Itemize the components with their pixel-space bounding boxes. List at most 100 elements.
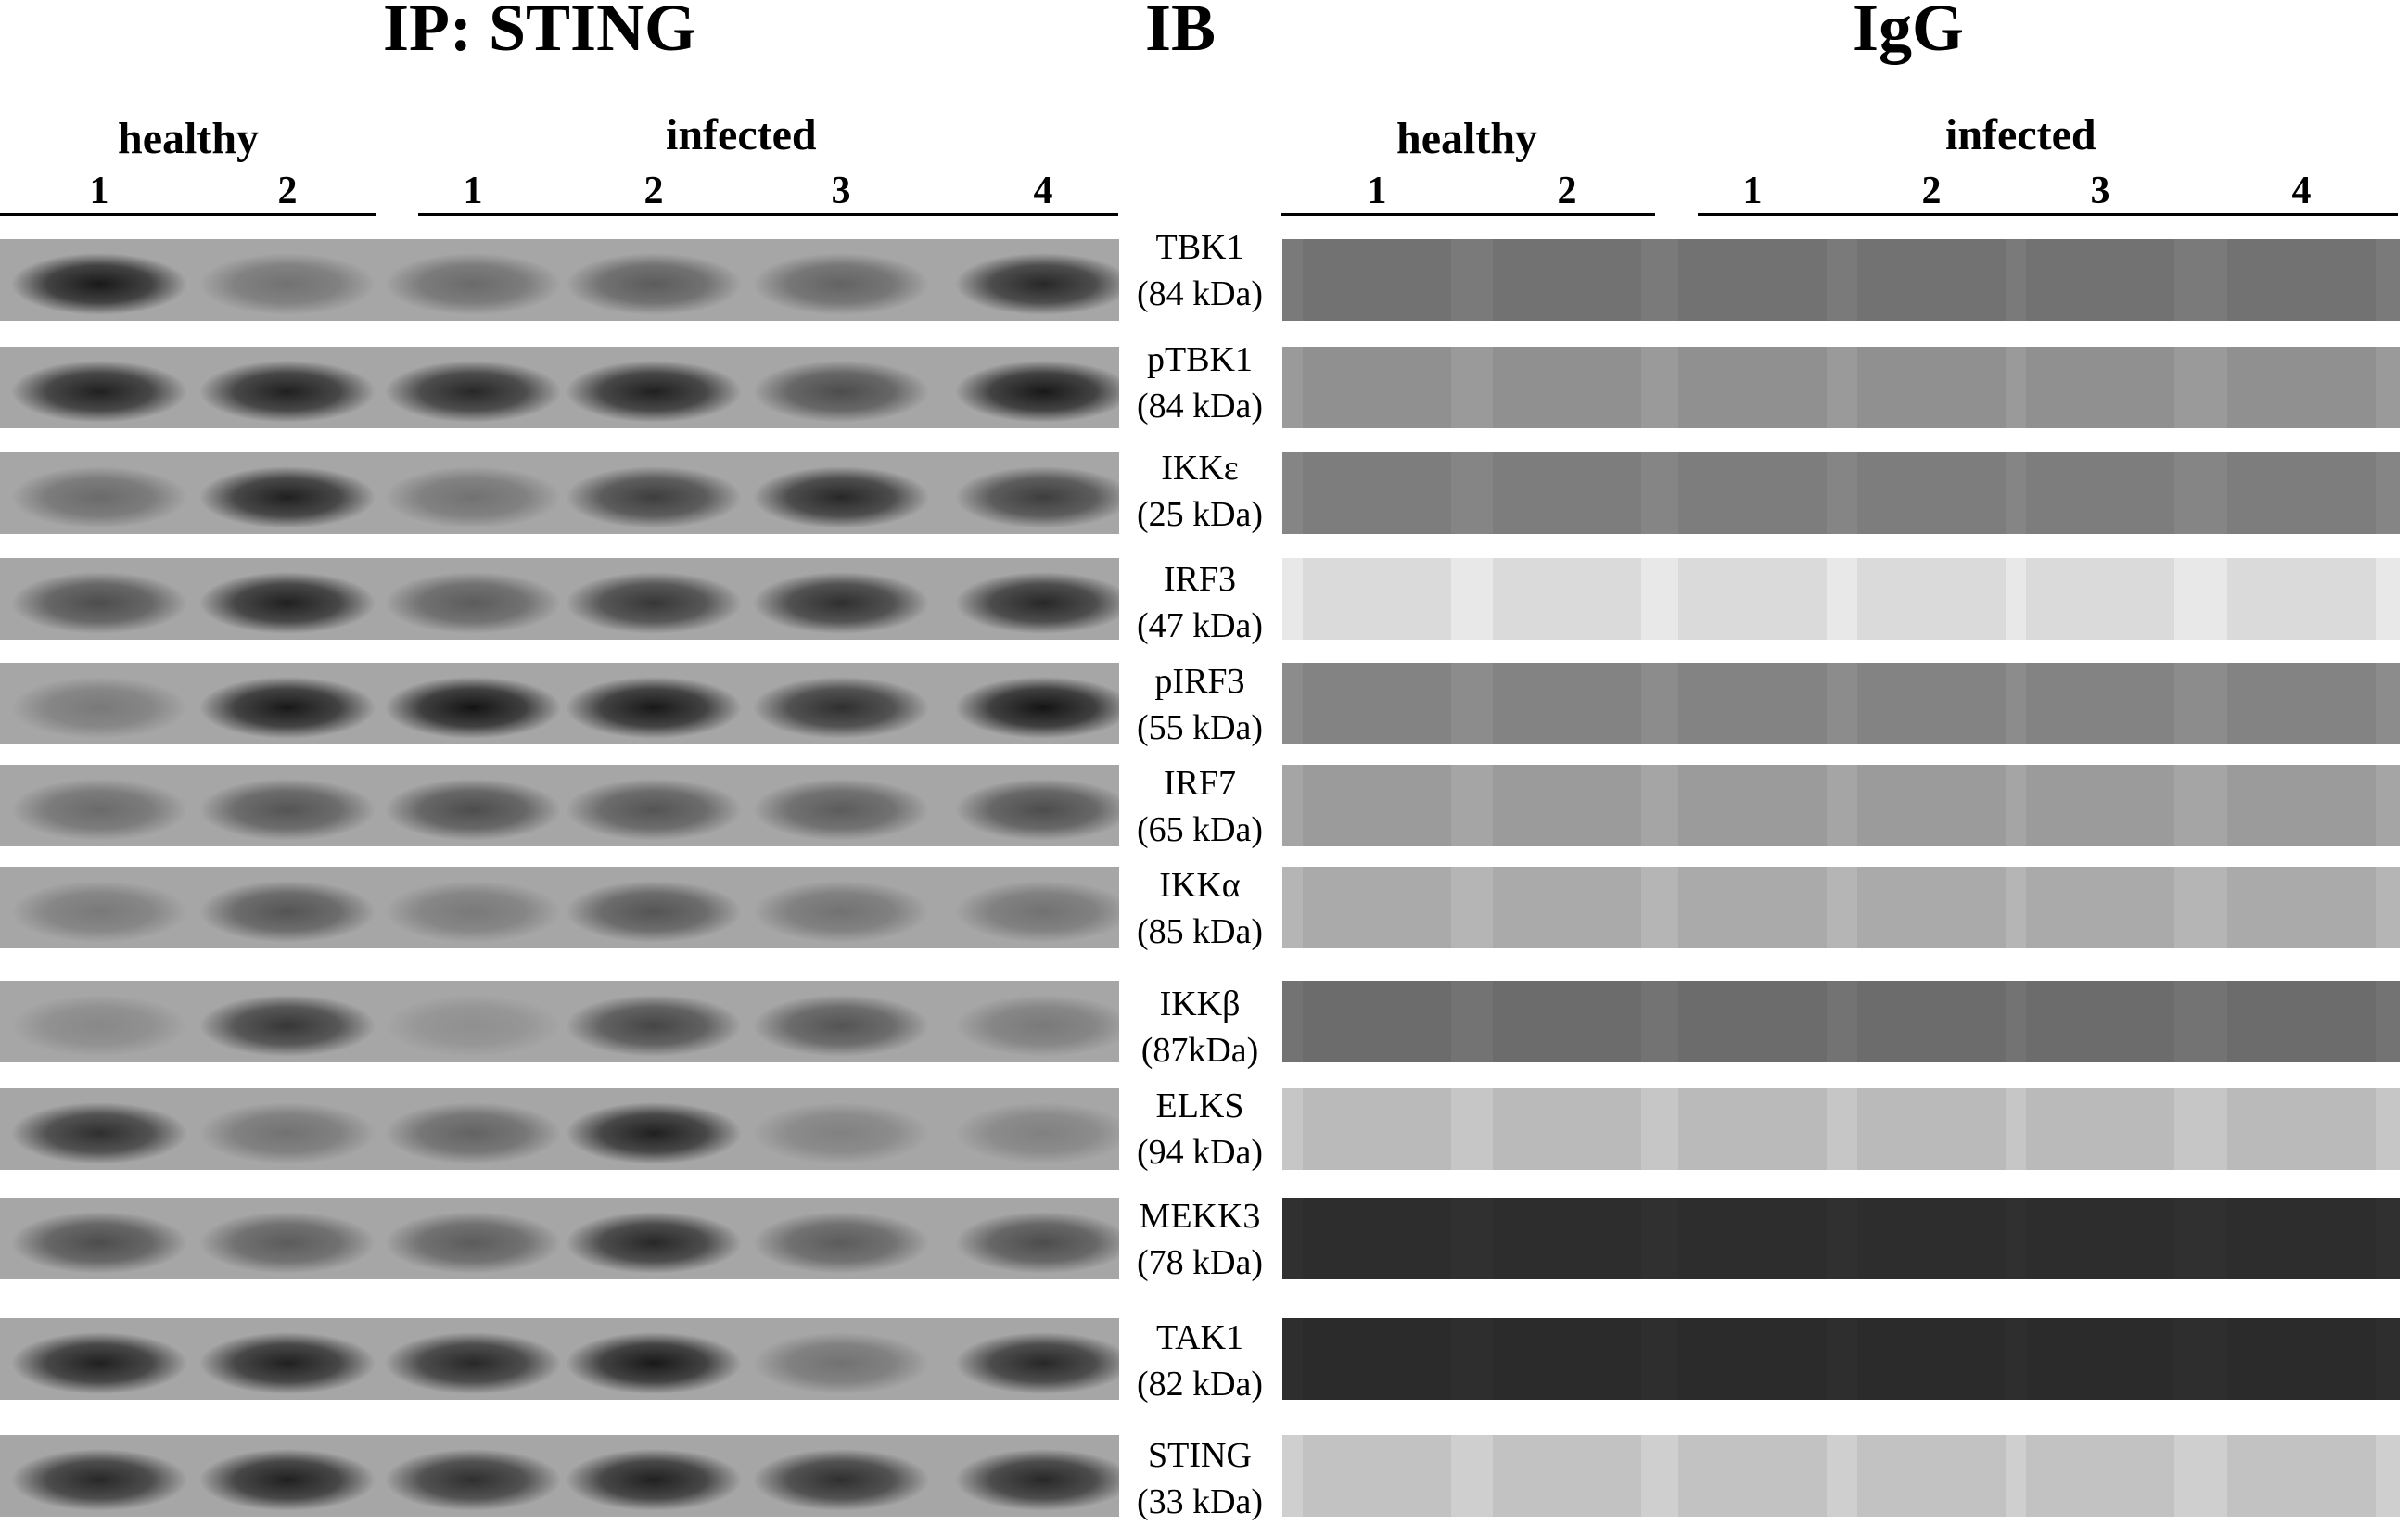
protein-name: STING xyxy=(1148,1436,1252,1475)
igg-infected-lane-4: 4 xyxy=(2291,170,2312,212)
row-label-ikk: IKKβ (87kDa) xyxy=(1125,981,1275,1074)
igg-blot-irf3 xyxy=(1282,558,2400,640)
ip-band-lane-1 xyxy=(11,676,187,739)
igg-lane-4 xyxy=(1857,452,2006,534)
molecular-weight: (82 kDa) xyxy=(1136,1365,1264,1404)
igg-blot-background xyxy=(1282,1088,2400,1170)
ip-band-lane-4 xyxy=(566,880,742,943)
igg-blot-background xyxy=(1282,765,2400,846)
row-label-pirf3: pIRF3 (55 kDa) xyxy=(1125,658,1275,751)
ip-band-lane-2 xyxy=(199,1331,376,1394)
igg-lane-4 xyxy=(1857,867,2006,948)
row-label-ikk: IKKα (85 kDa) xyxy=(1125,862,1275,955)
igg-blot-background xyxy=(1282,1435,2400,1517)
row-label-irf7: IRF7 (65 kDa) xyxy=(1125,760,1275,853)
ip-band-lane-3 xyxy=(385,880,561,943)
igg-lane-1 xyxy=(1303,558,1451,640)
igg-blot-background xyxy=(1282,981,2400,1062)
ip-band-lane-4 xyxy=(566,360,742,423)
row-label-elks: ELKS (94 kDa) xyxy=(1125,1083,1275,1176)
igg-lane-1 xyxy=(1303,1088,1451,1170)
ip-band-lane-2 xyxy=(199,252,376,315)
igg-lane-1 xyxy=(1303,239,1451,321)
igg-blot-ikk xyxy=(1282,867,2400,948)
ip-band-lane-1 xyxy=(11,1448,187,1511)
row-label-irf3: IRF3 (47 kDa) xyxy=(1125,556,1275,649)
molecular-weight: (47 kDa) xyxy=(1136,606,1264,645)
igg-lane-2 xyxy=(1493,867,1641,948)
igg-lane-3 xyxy=(1678,239,1827,321)
igg-lane-3 xyxy=(1678,1088,1827,1170)
igg-lane-5 xyxy=(2026,239,2174,321)
igg-healthy-lane-1: 1 xyxy=(1367,170,1387,212)
igg-lane-2 xyxy=(1493,1318,1641,1400)
row-label-sting: STING (33 kDa) xyxy=(1125,1432,1275,1525)
ip-band-lane-3 xyxy=(385,778,561,841)
igg-blot-ptbk1 xyxy=(1282,347,2400,428)
ip-band-lane-6 xyxy=(955,1448,1119,1511)
igg-blot-sting xyxy=(1282,1435,2400,1517)
ip-band-lane-4 xyxy=(566,778,742,841)
ip-sting-title: IP: STING xyxy=(383,0,697,65)
ip-band-lane-4 xyxy=(566,465,742,528)
ip-infected-lane-1: 1 xyxy=(463,170,483,212)
igg-lane-5 xyxy=(2026,1318,2174,1400)
ip-blot-tak1 xyxy=(0,1318,1119,1400)
ip-band-lane-5 xyxy=(753,252,929,315)
igg-lane-3 xyxy=(1678,1435,1827,1517)
igg-lane-6 xyxy=(2227,1435,2376,1517)
igg-blot-background xyxy=(1282,239,2400,321)
molecular-weight: (33 kDa) xyxy=(1136,1482,1264,1521)
ip-band-lane-2 xyxy=(199,465,376,528)
ip-band-lane-1 xyxy=(11,880,187,943)
ip-band-lane-2 xyxy=(199,1211,376,1274)
igg-infected-lane-2: 2 xyxy=(1921,170,1942,212)
ip-healthy-lane-2: 2 xyxy=(277,170,298,212)
ip-band-lane-5 xyxy=(753,880,929,943)
ip-band-lane-1 xyxy=(11,465,187,528)
ip-blot-ikk xyxy=(0,452,1119,534)
ip-band-lane-4 xyxy=(566,676,742,739)
igg-lane-5 xyxy=(2026,1198,2174,1279)
igg-lane-4 xyxy=(1857,1198,2006,1279)
igg-blot-background xyxy=(1282,663,2400,744)
igg-lane-2 xyxy=(1493,558,1641,640)
molecular-weight: (25 kDa) xyxy=(1136,495,1264,534)
igg-lane-4 xyxy=(1857,765,2006,846)
ip-band-lane-5 xyxy=(753,1331,929,1394)
ip-blot-tbk1 xyxy=(0,239,1119,321)
igg-lane-6 xyxy=(2227,1198,2376,1279)
igg-lane-5 xyxy=(2026,1088,2174,1170)
igg-blot-background xyxy=(1282,347,2400,428)
ip-infected-label: infected xyxy=(666,110,817,159)
ip-band-lane-1 xyxy=(11,1331,187,1394)
ip-blot-elks xyxy=(0,1088,1119,1170)
ip-blot-ikk xyxy=(0,867,1119,948)
ip-band-lane-5 xyxy=(753,994,929,1057)
igg-lane-3 xyxy=(1678,1318,1827,1400)
igg-lane-3 xyxy=(1678,765,1827,846)
igg-lane-4 xyxy=(1857,663,2006,744)
igg-lane-6 xyxy=(2227,663,2376,744)
igg-lane-4 xyxy=(1857,1435,2006,1517)
ip-band-lane-4 xyxy=(566,994,742,1057)
ip-band-lane-3 xyxy=(385,994,561,1057)
protein-name: TBK1 xyxy=(1155,228,1244,267)
igg-blot-ikk xyxy=(1282,452,2400,534)
ip-band-lane-4 xyxy=(566,1101,742,1164)
ip-blot-ptbk1 xyxy=(0,347,1119,428)
ip-band-lane-2 xyxy=(199,778,376,841)
igg-blot-background xyxy=(1282,558,2400,640)
igg-healthy-rule xyxy=(1281,213,1655,216)
igg-lane-6 xyxy=(2227,1088,2376,1170)
ip-band-lane-1 xyxy=(11,1101,187,1164)
ip-band-lane-3 xyxy=(385,465,561,528)
igg-lane-3 xyxy=(1678,663,1827,744)
ip-band-lane-3 xyxy=(385,676,561,739)
protein-name: pIRF3 xyxy=(1154,662,1245,701)
igg-lane-5 xyxy=(2026,663,2174,744)
igg-lane-2 xyxy=(1493,765,1641,846)
igg-lane-5 xyxy=(2026,1435,2174,1517)
igg-lane-5 xyxy=(2026,558,2174,640)
igg-lane-5 xyxy=(2026,867,2174,948)
